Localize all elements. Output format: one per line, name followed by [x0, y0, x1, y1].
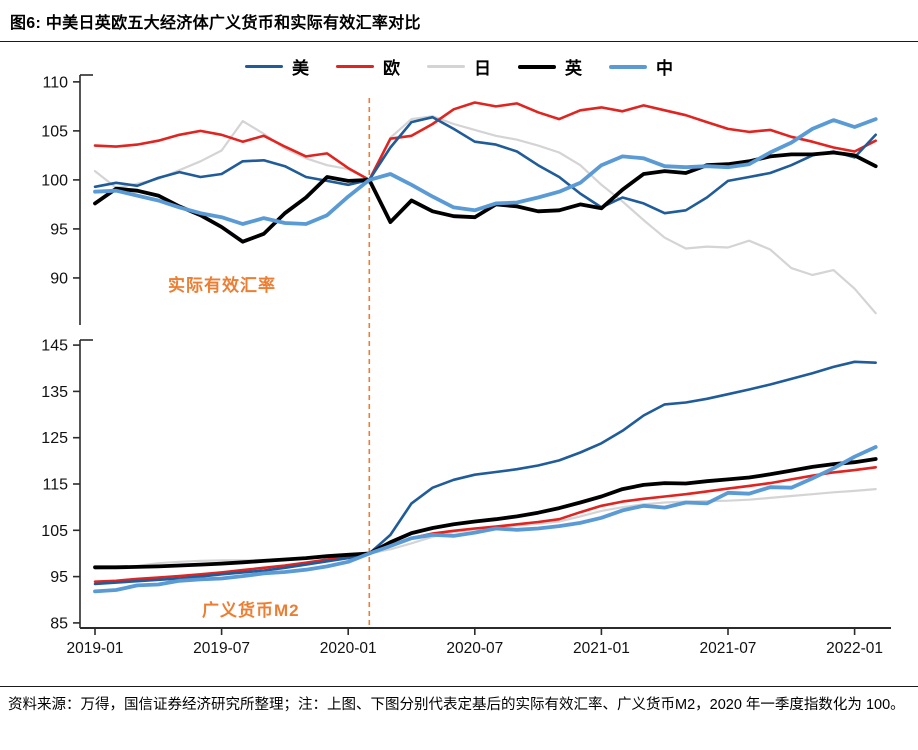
- x-tick-label: 2019-07: [193, 640, 250, 657]
- legend-swatch-us: [245, 65, 283, 68]
- y-tick-label: 125: [41, 430, 68, 447]
- y-tick-label: 105: [41, 523, 68, 540]
- title-divider: [0, 41, 918, 42]
- x-tick-label: 2021-01: [573, 640, 630, 657]
- series-line-jp: [93, 115, 877, 315]
- legend-item-jp: 日: [427, 54, 491, 79]
- panel-reer: 90 95 100 105 110: [41, 74, 878, 325]
- figure-title: 图6: 中美日英欧五大经济体广义货币和实际有效汇率对比: [10, 15, 421, 32]
- y-tick-label: 145: [41, 338, 68, 355]
- series-line-us: [93, 360, 878, 586]
- x-tick-label: 2022-01: [826, 640, 883, 657]
- x-tick-label: 2021-07: [700, 640, 757, 657]
- legend-label-uk: 英: [565, 59, 582, 78]
- y-tick-label: 135: [41, 384, 68, 401]
- y-tick-label: 115: [42, 477, 68, 494]
- y-tick-label: 100: [41, 172, 68, 189]
- x-axis: 2019-01 2019-07 2020-01 2020-07 2021-01 2021-…: [67, 627, 891, 657]
- legend-swatch-cn: [609, 64, 647, 69]
- x-tick-label: 2020-01: [320, 640, 377, 657]
- annotation-m2: 广义货币M2: [202, 601, 300, 620]
- series-line-cn: [93, 445, 878, 594]
- footer-divider: [0, 686, 918, 687]
- panel-m2: 85 95 105 115 125 135 145: [41, 338, 878, 632]
- series-line-uk: [93, 457, 878, 570]
- series-line-cn: [93, 117, 878, 226]
- series-line-uk: [93, 150, 878, 244]
- legend-item-cn: 中: [609, 54, 673, 79]
- y-tick-label: 95: [50, 569, 68, 586]
- y-tick-label: 90: [50, 270, 68, 287]
- legend-swatch-jp: [427, 65, 465, 68]
- legend-label-cn: 中: [656, 59, 673, 78]
- source-note: 资料来源：万得，国信证券经济研究所整理；注：上图、下图分别代表定基后的实际有效汇…: [8, 697, 905, 713]
- y-tick-label: 85: [50, 615, 68, 632]
- legend-label-eu: 欧: [383, 59, 400, 78]
- legend-item-us: 美: [245, 54, 309, 79]
- legend-label-jp: 日: [474, 59, 491, 78]
- chart-legend: 美欧日英中: [0, 54, 918, 79]
- annotation-reer: 实际有效汇率: [168, 276, 276, 295]
- series-line-us: [93, 115, 878, 215]
- legend-swatch-eu: [336, 65, 374, 68]
- legend-item-eu: 欧: [336, 54, 400, 79]
- legend-swatch-uk: [518, 64, 556, 69]
- legend-label-us: 美: [292, 59, 309, 78]
- legend-item-uk: 英: [518, 54, 582, 79]
- series-line-eu: [93, 101, 878, 182]
- y-tick-label: 105: [41, 123, 68, 140]
- y-tick-label: 110: [42, 74, 68, 91]
- x-tick-label: 2020-07: [446, 640, 503, 657]
- series-line-eu: [93, 465, 878, 584]
- x-tick-label: 2019-01: [67, 640, 124, 657]
- y-tick-label: 95: [50, 221, 68, 238]
